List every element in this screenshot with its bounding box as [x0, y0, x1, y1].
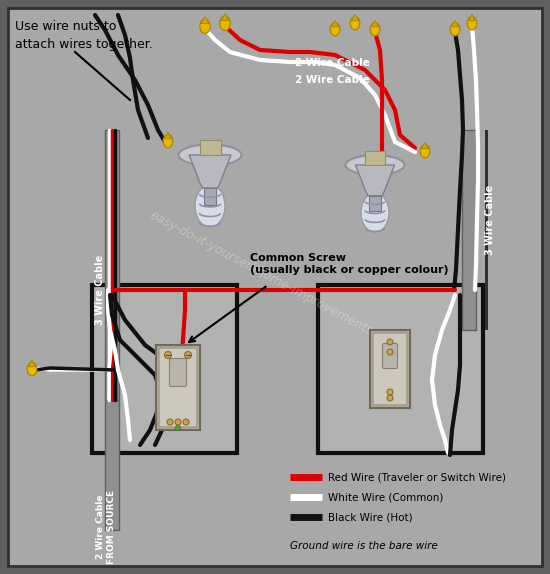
- Circle shape: [183, 419, 189, 425]
- Text: Black Wire (Hot): Black Wire (Hot): [328, 512, 412, 522]
- Ellipse shape: [330, 22, 340, 36]
- Text: 2 Wire Cable
FROM SOURCE: 2 Wire Cable FROM SOURCE: [96, 490, 116, 564]
- Polygon shape: [469, 14, 476, 21]
- Text: Red Wire (Traveler or Switch Wire): Red Wire (Traveler or Switch Wire): [328, 472, 506, 482]
- Ellipse shape: [467, 17, 477, 30]
- Polygon shape: [371, 20, 378, 27]
- Bar: [485, 130, 488, 330]
- Ellipse shape: [179, 145, 241, 165]
- Circle shape: [164, 351, 172, 359]
- Polygon shape: [164, 132, 172, 139]
- Polygon shape: [421, 142, 428, 149]
- Ellipse shape: [27, 363, 37, 376]
- Ellipse shape: [163, 134, 173, 148]
- Circle shape: [387, 349, 393, 355]
- Ellipse shape: [361, 193, 389, 232]
- Text: White Wire (Common): White Wire (Common): [328, 492, 443, 502]
- Circle shape: [387, 339, 393, 345]
- Bar: [92, 285, 237, 453]
- Polygon shape: [332, 20, 339, 27]
- Polygon shape: [355, 165, 394, 196]
- Circle shape: [175, 419, 181, 425]
- Ellipse shape: [200, 19, 210, 33]
- FancyBboxPatch shape: [159, 348, 197, 427]
- Polygon shape: [221, 14, 229, 21]
- Ellipse shape: [350, 17, 360, 30]
- Text: Use wire nuts to
attach wires together.: Use wire nuts to attach wires together.: [15, 20, 153, 51]
- Bar: [370, 196, 381, 211]
- Circle shape: [167, 419, 173, 425]
- Ellipse shape: [345, 155, 404, 175]
- FancyBboxPatch shape: [169, 359, 186, 386]
- Bar: [365, 151, 385, 165]
- Circle shape: [387, 389, 393, 395]
- Circle shape: [387, 395, 393, 401]
- Text: Ground wire is the bare wire: Ground wire is the bare wire: [290, 541, 438, 551]
- FancyBboxPatch shape: [382, 343, 398, 369]
- Polygon shape: [201, 17, 209, 24]
- Bar: [370, 330, 410, 408]
- Ellipse shape: [420, 145, 430, 158]
- Ellipse shape: [450, 22, 460, 36]
- Bar: [200, 140, 221, 155]
- Circle shape: [175, 425, 180, 430]
- Text: easy-do-it-yourself-home-improvements.com: easy-do-it-yourself-home-improvements.co…: [147, 208, 403, 352]
- Text: 2 Wire Cable: 2 Wire Cable: [295, 75, 370, 85]
- Text: 3 Wire Cable: 3 Wire Cable: [485, 185, 495, 255]
- Ellipse shape: [195, 185, 225, 227]
- Bar: [318, 285, 483, 453]
- Polygon shape: [351, 14, 359, 21]
- Ellipse shape: [220, 16, 230, 30]
- Bar: [204, 188, 216, 204]
- Circle shape: [184, 351, 191, 359]
- Ellipse shape: [370, 22, 380, 36]
- Bar: [105, 130, 119, 400]
- Polygon shape: [29, 360, 36, 367]
- Text: 2 Wire Cable: 2 Wire Cable: [295, 58, 370, 68]
- Polygon shape: [189, 155, 231, 188]
- FancyBboxPatch shape: [373, 333, 407, 405]
- Text: 3 Wire Cable: 3 Wire Cable: [95, 255, 105, 325]
- Polygon shape: [452, 20, 459, 27]
- Bar: [156, 345, 200, 430]
- Bar: [462, 130, 476, 330]
- Bar: [105, 400, 119, 530]
- Text: Common Screw
(usually black or copper colour): Common Screw (usually black or copper co…: [250, 253, 449, 275]
